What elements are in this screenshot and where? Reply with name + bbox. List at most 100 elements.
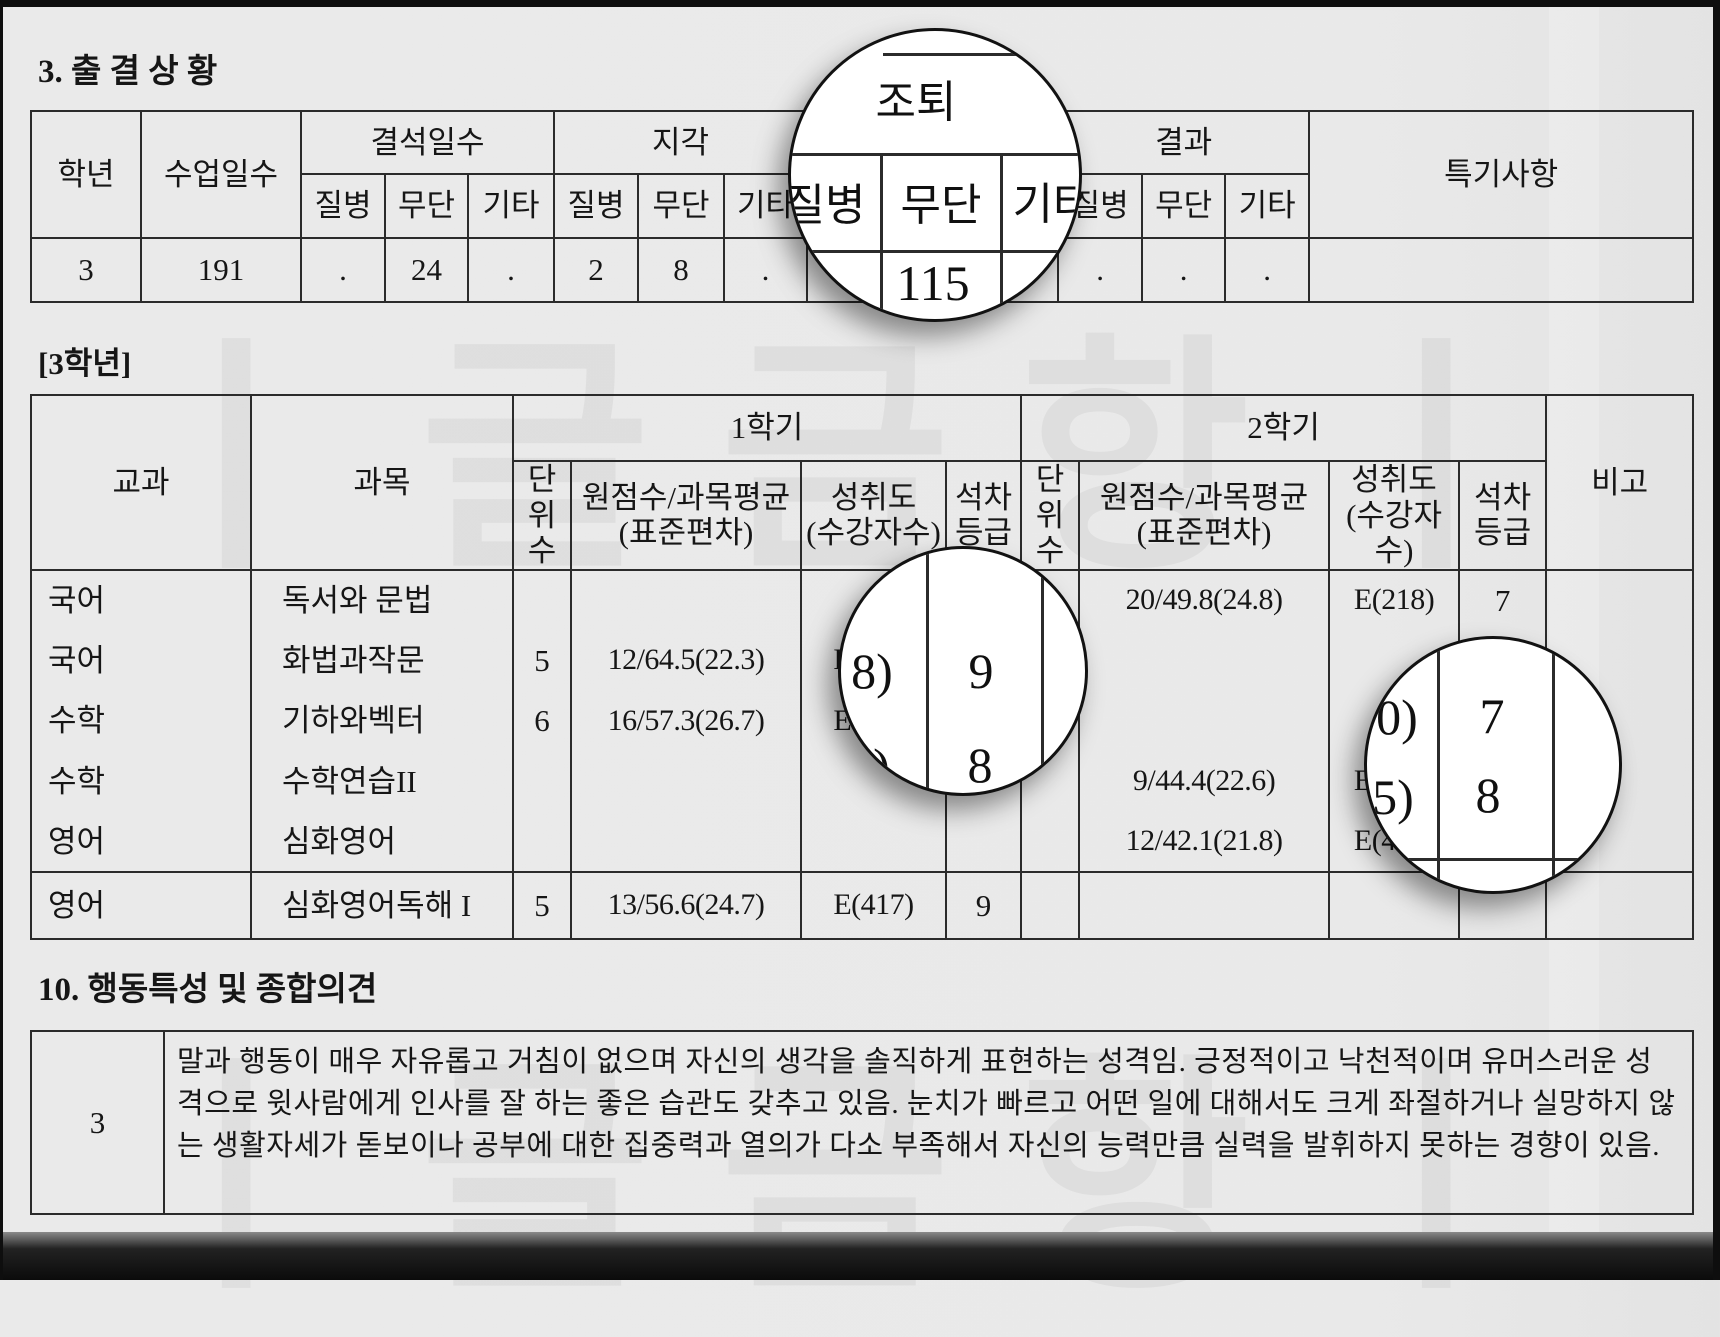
header-score-line1: 원점수/과목평균: [1099, 479, 1309, 515]
cell-s1-score: [570, 811, 802, 873]
cell-notes: [1308, 237, 1695, 303]
magnifier-sem1-rank: 8) 9 0) 8: [838, 546, 1088, 796]
header-units-s1: 단위 수: [512, 460, 572, 571]
section-title-behavior: 10. 행동특성 및 종합의견: [38, 972, 378, 1008]
cell-s2-score: 9/44.4(22.6): [1078, 750, 1331, 812]
header-achieve-line2: (수강자수): [1346, 497, 1442, 569]
cell-school-days: 191: [140, 237, 302, 303]
header-semester1: 1학기: [511, 394, 1023, 462]
magnified-gridline: [791, 250, 1079, 253]
cell-absence-etc: .: [466, 237, 556, 303]
cell-s2-score: [1078, 870, 1331, 940]
header-remarks: 비고: [1545, 394, 1695, 571]
cell-result-etc: .: [1224, 237, 1311, 303]
header-semester2: 2학기: [1020, 394, 1548, 462]
header-rank-line1: 석차: [955, 479, 1013, 515]
header-rank-s2: 석차 등급: [1458, 460, 1548, 571]
magnified-gridline: [1000, 153, 1003, 319]
section-title-attendance: 3. 출 결 상 황: [38, 54, 218, 90]
subheader-illness: 질병: [300, 173, 386, 239]
magnified-rank-value: 7: [1479, 688, 1505, 744]
cell-course: 심화영어독해 I: [250, 870, 514, 940]
cell-tardy-unexcused: 8: [637, 237, 726, 303]
cell-s1-units: 5: [512, 629, 572, 691]
header-units-s2: 단위 수: [1020, 460, 1081, 571]
cell-s1-units: 6: [512, 690, 572, 751]
cell-area: 영어: [30, 811, 252, 873]
header-score-line1: 원점수/과목평균: [581, 479, 791, 515]
cell-s1-score: 16/57.3(26.7): [570, 690, 802, 751]
magnified-early-leave-header: 조퇴: [875, 78, 957, 127]
cell-s1-units: [512, 811, 572, 873]
cell-s1-units: [512, 568, 572, 630]
scan-edge-top: [0, 0, 1720, 7]
cell-s1-achieve: [800, 811, 947, 873]
magnified-gridline: [791, 153, 1079, 156]
magnified-early-leave-value: 115: [896, 255, 970, 311]
header-rank-line2: 등급: [955, 515, 1013, 551]
header-rank-line1: 석차: [1474, 479, 1532, 515]
magnified-gridline: [883, 53, 1028, 56]
magnified-gridline: [880, 153, 883, 319]
cell-tardy-illness: 2: [553, 237, 640, 303]
cell-result-unexcused: .: [1141, 237, 1227, 303]
cell-s1-score: 13/56.6(24.7): [570, 870, 802, 940]
cell-s1-score: 12/64.5(22.3): [570, 629, 802, 691]
cell-s1-score: [570, 568, 802, 630]
magnified-achieve-fragment: 0): [848, 738, 890, 794]
cell-remarks: [1545, 568, 1695, 630]
cell-s1-units: 5: [512, 870, 572, 940]
subheader-etc: 기타: [1224, 173, 1311, 239]
cell-course: 수학연습II: [250, 750, 514, 812]
magnified-rank-value: 8: [967, 737, 993, 793]
cell-s2-units: [1020, 870, 1081, 940]
cell-area: 영어: [30, 870, 252, 940]
magnified-gridline: [1041, 549, 1044, 793]
header-achieve-s1: 성취도 (수강자수): [800, 460, 947, 571]
scan-edge-right: [1713, 0, 1720, 1280]
magnified-achieve-fragment: 5): [1372, 769, 1414, 825]
magnified-achieve-fragment: 8): [851, 643, 893, 699]
cell-s1-rank: 9: [944, 870, 1023, 940]
cell-s2-score: [1078, 629, 1331, 691]
header-rank-line2: 등급: [1474, 515, 1532, 551]
header-units-line1: 단위: [527, 462, 557, 533]
cell-course: 기하와벡터: [250, 690, 514, 751]
grade-section-label: [3학년]: [38, 346, 132, 381]
header-achieve-line2: (수강자수): [806, 515, 941, 551]
header-course: 과목: [250, 394, 514, 571]
magnified-gridline: [1367, 858, 1619, 861]
cell-course: 심화영어: [250, 811, 514, 873]
header-score-line2: (표준편차): [1136, 515, 1272, 551]
cell-absence-illness: .: [300, 237, 386, 303]
header-achieve-line1: 성취도: [1351, 462, 1437, 497]
header-units-line2: 수: [527, 533, 557, 569]
magnified-etc-header: 기타: [1012, 180, 1079, 229]
magnified-achieve-fragment: 0): [1376, 689, 1418, 745]
cell-course: 화법과작문: [250, 629, 514, 691]
behavior-table: 3 말과 행동이 매우 자유롭고 거침이 없으며 자신의 생각을 솔직하게 표현…: [30, 1030, 1694, 1215]
cell-tardy-etc: .: [723, 237, 809, 303]
magnified-gridline: [1437, 639, 1440, 891]
cell-area: 국어: [30, 629, 252, 691]
subheader-unexcused: 무단: [384, 173, 469, 239]
header-group-tardy: 지각: [553, 110, 809, 175]
header-score-line2: (표준편차): [618, 515, 754, 551]
magnified-unexcused-header: 무단: [900, 181, 982, 230]
cell-s2-score: 20/49.8(24.8): [1078, 568, 1331, 630]
header-score-s1: 원점수/과목평균 (표준편차): [570, 460, 802, 571]
header-achieve-s2: 성취도 (수강자수): [1328, 460, 1461, 571]
magnifier-early-leave: 조퇴 질병 무단 기타 115: [788, 28, 1082, 322]
header-units-line1: 단위: [1035, 462, 1065, 533]
header-group-result: 결과: [1057, 110, 1311, 175]
magnified-gridline: [1552, 639, 1555, 891]
cell-remarks: [1545, 870, 1695, 940]
header-group-absence: 결석일수: [299, 110, 556, 175]
cell-s1-rank: [944, 811, 1023, 873]
cell-s2-units: [1020, 811, 1081, 873]
magnified-rank-value: 9: [968, 643, 994, 699]
header-notes: 특기사항: [1308, 110, 1695, 239]
cell-s1-score: [570, 750, 802, 812]
cell-behavior-grade: 3: [30, 1030, 165, 1215]
magnifier-sem2-rank: 0) 7 5) 8: [1364, 636, 1622, 894]
